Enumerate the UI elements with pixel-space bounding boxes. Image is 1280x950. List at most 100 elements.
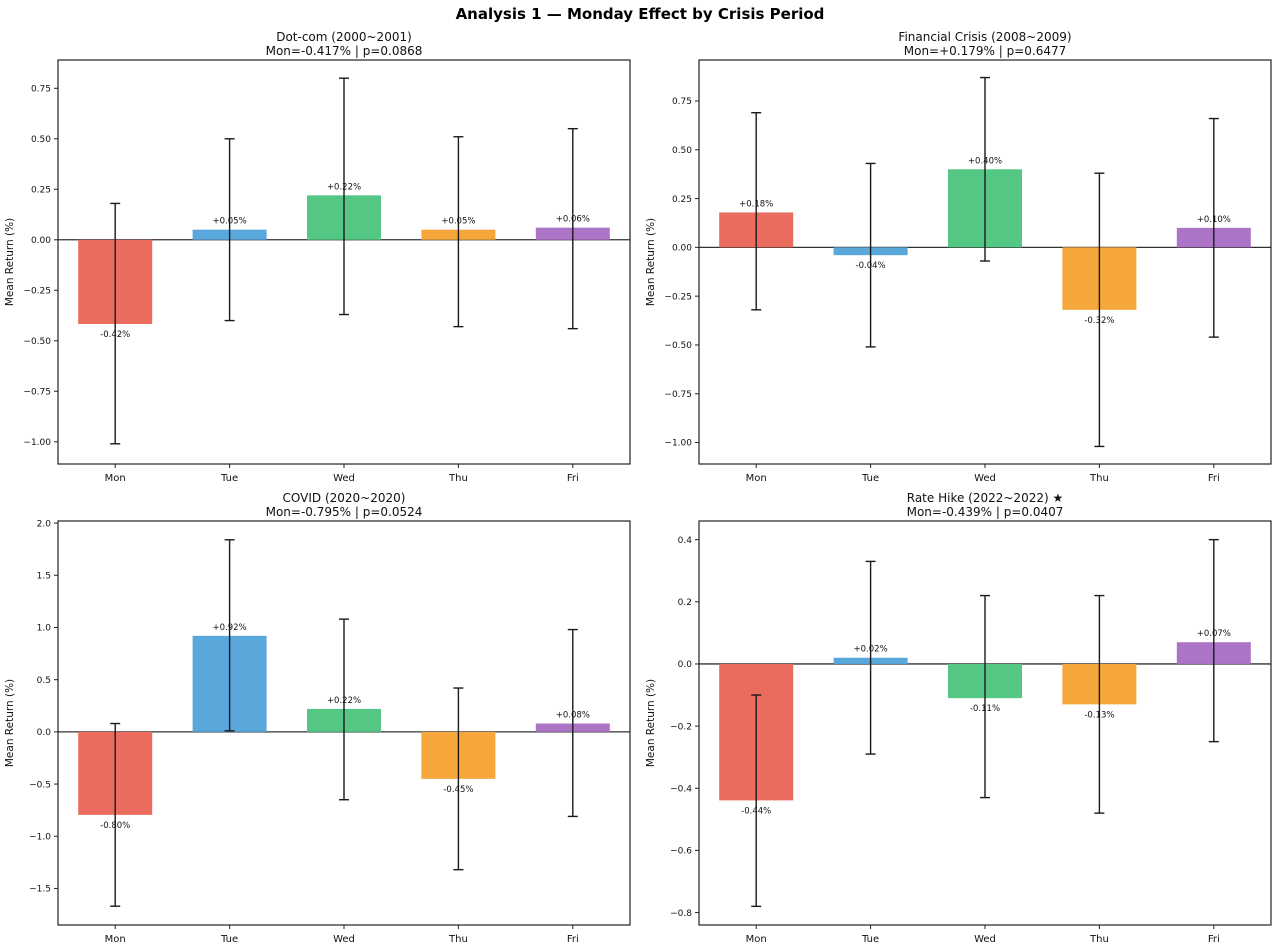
chart-title: Financial Crisis (2008~2009) [898,30,1071,44]
chart-panel-dot-com: Dot-com (2000~2001) Mon=-0.417% | p=0.086… [0,28,640,483]
error-bar-mon [751,111,762,311]
plot-frame [698,520,1272,926]
plot-frame [57,59,631,465]
chart-subtitle: Mon=-0.417% | p=0.0868 [266,44,423,58]
y-tick-label: 2.0 [37,519,52,529]
y-tick-label: −0.75 [664,390,692,400]
x-tick-label-wed: Wed [333,934,355,944]
bar-label-wed: -0.11% [970,704,1000,714]
y-tick-label: −1.00 [23,438,51,448]
y-tick-label: 1.0 [37,624,52,634]
y-tick-label: −1.5 [29,885,51,895]
bar-label-fri: +0.07% [1197,629,1231,639]
x-tick-label-wed: Wed [333,473,355,483]
plot-frame [57,520,631,926]
bar-label-mon: -0.44% [741,806,771,816]
y-tick-label: 0.50 [672,146,692,156]
bar-label-fri: +0.08% [556,711,590,721]
error-bar-tue [865,560,876,755]
error-bar-thu [1094,172,1105,448]
chart-panel-financial-crisis: Financial Crisis (2008~2009) Mon=+0.179% … [641,28,1280,483]
bar-label-tue: +0.92% [213,623,247,633]
error-bar-fri [567,628,578,818]
y-tick-label: 0.5 [37,676,51,686]
error-bar-thu [453,136,464,328]
bar-label-tue: +0.02% [854,645,888,655]
y-tick-label: −0.25 [664,292,692,302]
error-bar-thu [1094,594,1105,814]
error-bar-thu [453,687,464,871]
x-tick-label-tue: Tue [861,473,879,483]
error-bar-mon [110,722,121,907]
bar-label-wed: +0.22% [327,696,361,706]
error-bar-wed [980,76,990,262]
error-bar-fri [567,127,578,330]
y-tick-label: −0.4 [670,784,692,794]
y-tick-label: −0.2 [670,722,692,732]
y-tick-label: 0.00 [672,244,692,254]
x-tick-label-thu: Thu [1089,934,1109,944]
chart-panel-covid: COVID (2020~2020) Mon=-0.795% | p=0.0524 M… [0,489,640,944]
x-tick-label-mon: Mon [105,473,126,483]
error-bar-wed [339,618,349,801]
y-tick-label: 0.25 [31,185,51,195]
y-axis-label: Mean Return (%) [645,218,657,306]
x-tick-label-mon: Mon [746,934,767,944]
chart-dot-com: Dot-com (2000~2001)Mon=-0.417% | p=0.086… [4,30,631,483]
chart-title: Dot-com (2000~2001) [276,30,412,44]
x-tick-label-wed: Wed [974,473,996,483]
error-bar-tue [865,162,876,348]
x-tick-label-fri: Fri [567,473,579,483]
x-tick-label-mon: Mon [105,934,126,944]
error-bar-mon [110,202,121,445]
y-tick-label: −0.5 [29,780,51,790]
y-tick-label: 0.75 [672,97,692,107]
bar-label-fri: +0.06% [556,215,590,225]
y-tick-label: −1.0 [29,832,51,842]
x-tick-label-tue: Tue [220,473,238,483]
y-tick-label: 0.50 [31,135,51,145]
bar-label-mon: -0.42% [100,330,130,340]
bar-label-thu: +0.05% [441,217,475,227]
error-bar-wed [980,594,990,799]
bar-label-thu: -0.13% [1084,710,1114,720]
x-tick-label-tue: Tue [861,934,879,944]
error-bar-mon [751,694,762,908]
y-tick-label: −0.8 [670,909,692,919]
y-tick-label: 0.25 [672,195,692,205]
x-tick-label-fri: Fri [1208,934,1220,944]
y-tick-label: 0.00 [31,236,51,246]
y-tick-label: 0.75 [31,84,51,94]
x-tick-label-fri: Fri [567,934,579,944]
bar-label-tue: -0.04% [856,261,886,271]
error-bar-tue [224,138,235,322]
bar-label-fri: +0.10% [1197,215,1231,225]
bar-label-wed: +0.40% [968,156,1002,166]
bar-label-wed: +0.22% [327,182,361,192]
error-bar-tue [224,539,235,732]
y-tick-label: 1.5 [37,571,51,581]
y-tick-label: −0.50 [23,337,51,347]
y-tick-label: 0.0 [678,660,693,670]
error-bar-wed [339,77,349,316]
y-tick-label: 0.2 [678,598,692,608]
chart-subtitle: Mon=+0.179% | p=0.6477 [904,44,1067,58]
x-tick-label-tue: Tue [220,934,238,944]
bar-label-thu: -0.32% [1084,316,1114,326]
bar-label-mon: +0.18% [739,199,773,209]
chart-financial-crisis: Financial Crisis (2008~2009)Mon=+0.179% … [645,30,1272,483]
y-axis-label: Mean Return (%) [4,679,16,767]
bar-label-thu: -0.45% [443,785,473,795]
chart-subtitle: Mon=-0.439% | p=0.0407 [907,505,1064,519]
x-tick-label-wed: Wed [974,934,996,944]
error-bar-fri [1208,538,1219,743]
y-tick-label: −0.75 [23,387,51,397]
y-tick-label: 0.0 [37,728,52,738]
y-tick-label: 0.4 [678,536,693,546]
chart-title: Rate Hike (2022~2022) ★ [907,491,1063,505]
x-tick-label-thu: Thu [448,934,468,944]
bar-label-tue: +0.05% [213,217,247,227]
plot-frame [698,59,1272,465]
chart-subtitle: Mon=-0.795% | p=0.0524 [266,505,423,519]
